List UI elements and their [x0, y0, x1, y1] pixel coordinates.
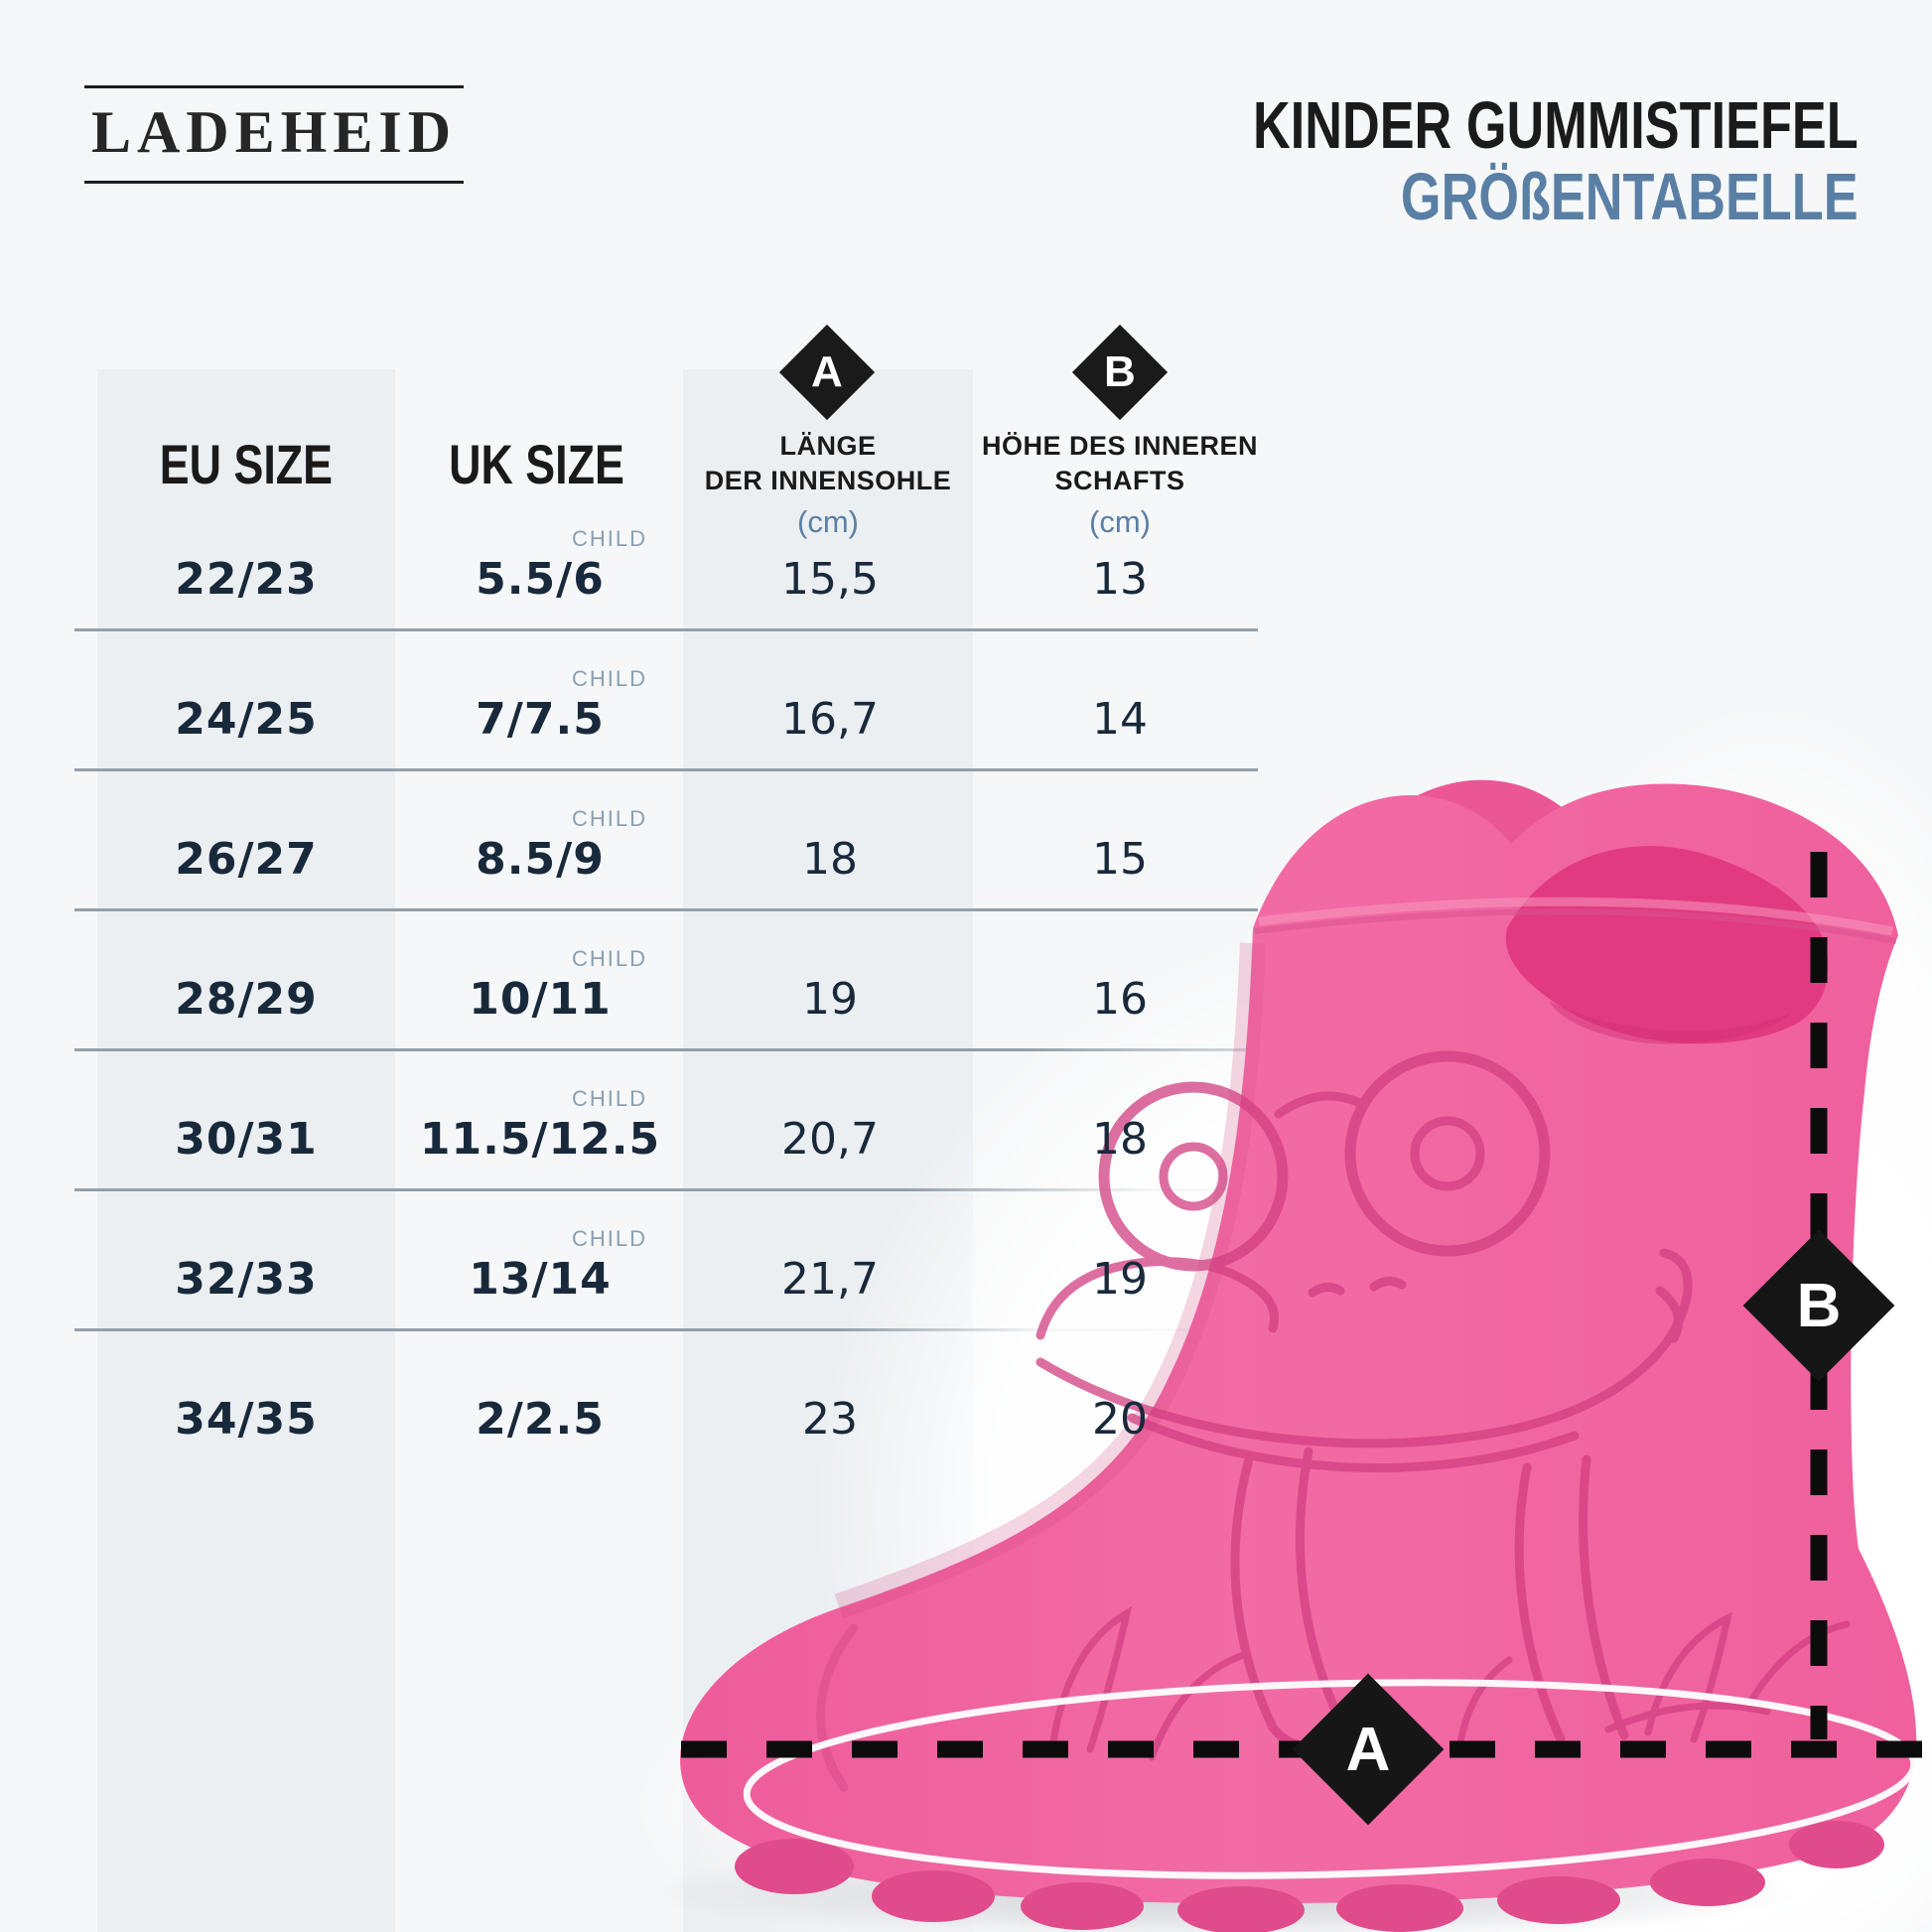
cell-eu-size: 32/33 [175, 1254, 318, 1305]
row-separator [74, 1328, 1258, 1331]
handle-opening [1505, 846, 1829, 1044]
child-tag: CHILD [571, 1226, 647, 1251]
cell-shaft-height: 13 [1092, 554, 1148, 605]
cell-uk-size: CHILD 13/14 [469, 1226, 647, 1305]
svg-text:A: A [1346, 1716, 1391, 1784]
boot-marker-b: B [1742, 1229, 1895, 1382]
boot-rim-highlight [1258, 897, 1893, 936]
cell-insole-length: 16,7 [781, 694, 879, 745]
unit-label-insole: (cm) [797, 504, 859, 539]
svg-text:B: B [1797, 1272, 1842, 1340]
cell-eu-size: 24/25 [175, 694, 318, 745]
cell-shaft-height: 20 [1092, 1394, 1148, 1445]
child-tag: CHILD [571, 946, 647, 971]
table-row: 30/31 CHILD 11.5/12.5 20,7 18 [97, 1048, 1265, 1188]
marker-b-icon: B [1071, 324, 1169, 421]
cell-eu-size: 34/35 [175, 1394, 318, 1445]
cell-insole-length: 19 [802, 974, 858, 1025]
row-separator [74, 768, 1258, 771]
column-header-eu: EU SIZE [159, 433, 334, 495]
table-row: 24/25 CHILD 7/7.5 16,7 14 [97, 628, 1265, 768]
cell-shaft-height: 18 [1092, 1114, 1148, 1165]
cell-uk-size: CHILD 5.5/6 [476, 526, 647, 605]
child-tag: CHILD [571, 666, 647, 691]
column-header-shaft: HÖHE DES INNEREN SCHAFTS [981, 431, 1259, 495]
row-separator [74, 908, 1258, 911]
cell-uk-size: CHILD 11.5/12.5 [419, 1086, 661, 1165]
page-title: KINDER GUMMISTIEFEL GRÖßENTABELLE [1082, 91, 1859, 231]
row-separator [74, 1188, 1258, 1191]
cell-eu-size: 30/31 [175, 1114, 318, 1165]
child-tag: CHILD [571, 526, 647, 551]
cell-insole-length: 23 [802, 1394, 858, 1445]
cell-uk-size: CHILD 7/7.5 [476, 666, 647, 745]
title-line2: GRÖßENTABELLE [1401, 159, 1859, 234]
cell-shaft-height: 14 [1092, 694, 1148, 745]
column-header-uk: UK SIZE [448, 433, 624, 495]
table-row: 28/29 CHILD 10/11 19 16 [97, 908, 1265, 1048]
table-rows: 22/23 CHILD 5.5/6 15,5 13 24/25 CHILD 7/… [97, 488, 1265, 1468]
cell-eu-size: 26/27 [175, 834, 318, 885]
row-separator [74, 1048, 1258, 1051]
column-header-insole: LÄNGE DER INNENSOHLE [704, 431, 952, 495]
unit-label-shaft: (cm) [1089, 504, 1151, 539]
cell-shaft-height: 16 [1092, 974, 1148, 1025]
cell-insole-length: 15,5 [781, 554, 879, 605]
cell-eu-size: 22/23 [175, 554, 318, 605]
table-row: 26/27 CHILD 8.5/9 18 15 [97, 768, 1265, 908]
child-tag: CHILD [571, 806, 647, 831]
table-row: 34/35 2/2.5 23 20 [97, 1328, 1265, 1468]
cell-shaft-height: 15 [1092, 834, 1148, 885]
child-tag: CHILD [571, 1086, 647, 1111]
brand-logo: LADEHEID [84, 85, 464, 184]
cell-uk-size: CHILD 10/11 [469, 946, 647, 1025]
title-line1: KINDER GUMMISTIEFEL [1253, 88, 1859, 163]
brand-logo-text: LADEHEID [90, 99, 458, 165]
cell-uk-size: 2/2.5 [476, 1394, 605, 1445]
photo-backdrop [1430, 695, 1932, 1932]
cell-insole-length: 21,7 [781, 1254, 879, 1305]
cell-insole-length: 20,7 [781, 1114, 879, 1165]
cell-uk-size: CHILD 8.5/9 [476, 806, 647, 885]
handle-opening-shade [1549, 1001, 1791, 1044]
boot-rim-line [1254, 908, 1897, 944]
table-row: 22/23 CHILD 5.5/6 15,5 13 [97, 488, 1265, 628]
cell-insole-length: 18 [802, 834, 858, 885]
boot-back-handle [1320, 779, 1640, 938]
boot-marker-a: A [1292, 1673, 1445, 1826]
cell-eu-size: 28/29 [175, 974, 318, 1025]
table-row: 32/33 CHILD 13/14 21,7 19 [97, 1188, 1265, 1328]
row-separator [74, 628, 1258, 631]
cell-shaft-height: 19 [1092, 1254, 1148, 1305]
